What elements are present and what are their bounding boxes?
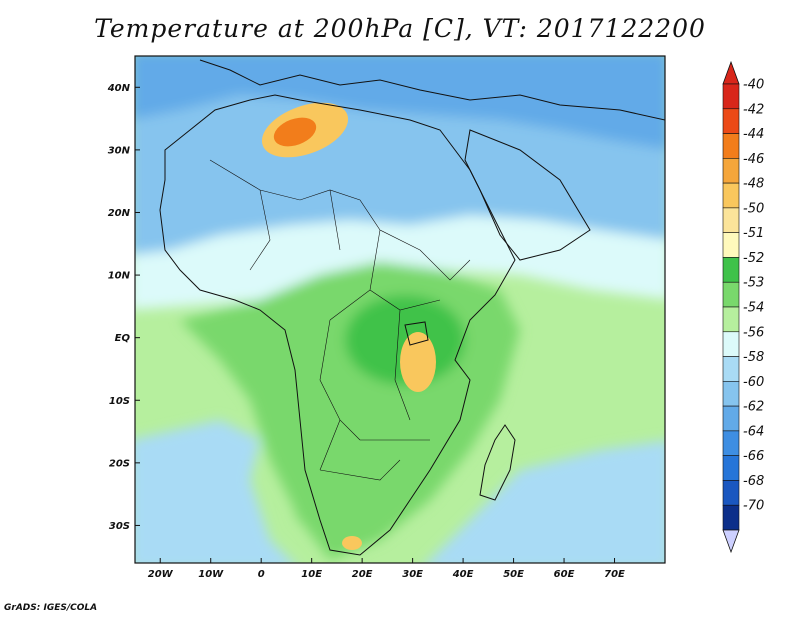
colorbar-label: -56 [743,325,764,340]
latitude-axis: 40N 30N 20N 10N EQ 10S 20S 30S [107,83,140,532]
lat-tick-label: 20N [108,208,131,219]
europe-outline [199,59,665,121]
colorbar-swatch [722,281,740,308]
colorbar-swatch [722,381,740,407]
colorbar-swatch [722,207,740,233]
colorbar-label: -68 [743,474,764,489]
colorbar-swatch [722,455,740,481]
cold-north-band [135,56,665,150]
colorbar-label: -40 [743,78,764,93]
lat-tick-label: 30S [109,521,130,532]
southern-core [295,488,365,532]
colorbar-swatch [722,158,740,184]
lon-tick-label: 20E [352,569,373,580]
colorbar-swatch [722,182,740,209]
lat-tick-label: 10N [108,271,131,282]
colorbar-label: -66 [743,449,764,464]
africa-coastline [159,94,516,556]
lat-tick-label: 10S [109,396,130,407]
colorbar-swatch [722,232,740,258]
colorbar-swatch [722,504,740,531]
colorbar-label: -51 [743,226,764,241]
map-title: Temperature at 200hPa [C], VT: 201712220… [94,14,706,43]
madagascar-outline [479,424,516,501]
borders [209,159,471,481]
colorbar-label: -44 [743,127,764,142]
longitude-axis: 20W 10W 0 10E 20E 30E 40E 50E 60E 70E [148,558,625,580]
map-frame [134,55,666,564]
southern-band [135,420,293,563]
colorbar-swatch [722,257,740,283]
lon-tick-label: 10E [301,569,322,580]
colorbar-swatch [722,480,740,506]
colorbar-bottom-arrow [722,529,740,554]
colorbar-label: -46 [743,152,764,167]
temperature-field [135,56,665,563]
lat-tick-label: 30N [108,145,131,156]
lat-tick-label: 20S [109,458,130,469]
warm-anomaly-south [342,536,362,550]
colorbar-label: -62 [743,400,764,415]
colorbar-top-arrow [722,60,740,85]
colorbar-swatch [722,108,740,134]
south-east-band [427,440,665,563]
lon-tick-label: 30E [402,569,423,580]
lon-tick-label: 40E [452,569,474,580]
colorbar-swatch [722,133,740,159]
lat-tick-label: EQ [115,333,131,344]
coastlines [159,59,665,556]
lon-tick-label: 50E [503,569,524,580]
colorbar-label: -53 [743,276,764,291]
colorbar-label: -60 [743,375,764,390]
colorbar-swatch [722,306,740,333]
arabia-outline [464,129,591,261]
colorbar: -40 -42 -44 -46 -48 -50 -51 -52 -53 -54 -56 -58 -60 -… [722,60,764,554]
colorbar-label: -50 [743,201,764,216]
colorbar-label: -54 [743,301,764,316]
lon-tick-label: 60E [554,569,575,580]
lon-tick-label: 0 [258,569,265,580]
colorbar-swatch [722,356,740,382]
lon-tick-label: 10W [198,569,224,580]
colorbar-label: -42 [743,102,764,117]
lon-tick-label: 20W [148,569,174,580]
lat-tick-label: 40N [107,83,131,94]
colorbar-swatch [722,331,740,357]
lon-tick-label: 70E [604,569,625,580]
colorbar-label: -70 [743,499,764,514]
colorbar-swatch [722,405,740,432]
sahel-band [135,215,665,310]
warm-anomaly-core [273,117,317,147]
credit-text: GrADS: IGES/COLA [4,603,98,613]
warm-anomaly-east [400,332,436,392]
colorbar-label: -64 [743,424,764,439]
lake-victoria [404,321,429,346]
colorbar-swatch [722,83,740,110]
colorbar-swatch [722,430,740,456]
colorbar-label: -58 [743,350,764,365]
colorbar-label: -48 [743,177,764,192]
colorbar-label: -52 [743,251,764,266]
